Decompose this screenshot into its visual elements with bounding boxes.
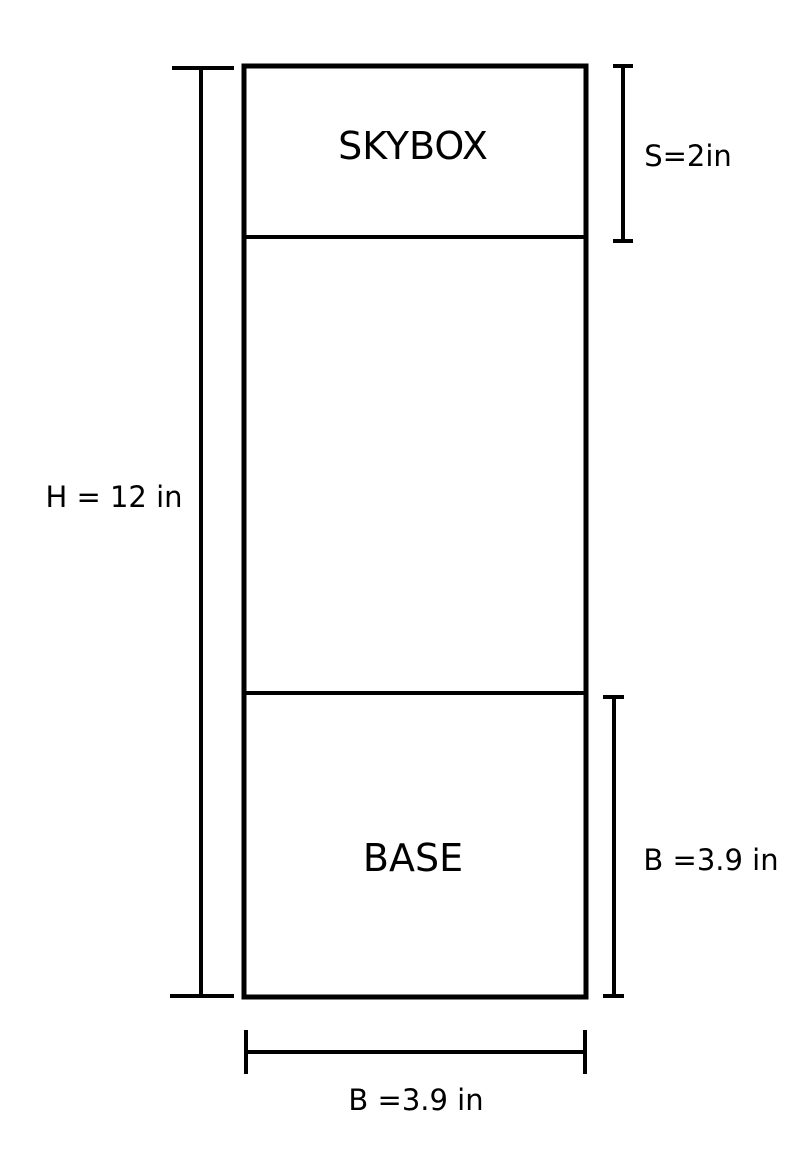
outer-box	[241, 63, 589, 1000]
skybox-dimension-line	[613, 64, 633, 243]
base-height-dimension-line	[603, 695, 624, 998]
base-height-label: B =3.9 in	[643, 843, 778, 877]
height-dimension-line	[170, 66, 234, 998]
base-label: BASE	[363, 836, 463, 880]
skybox-label: SKYBOX	[338, 124, 488, 168]
base-width-dimension-line	[244, 1030, 587, 1074]
skybox-dimension-label: S=2in	[644, 139, 732, 173]
base-width-label: B =3.9 in	[348, 1083, 483, 1117]
height-label: H = 12 in	[45, 480, 182, 514]
